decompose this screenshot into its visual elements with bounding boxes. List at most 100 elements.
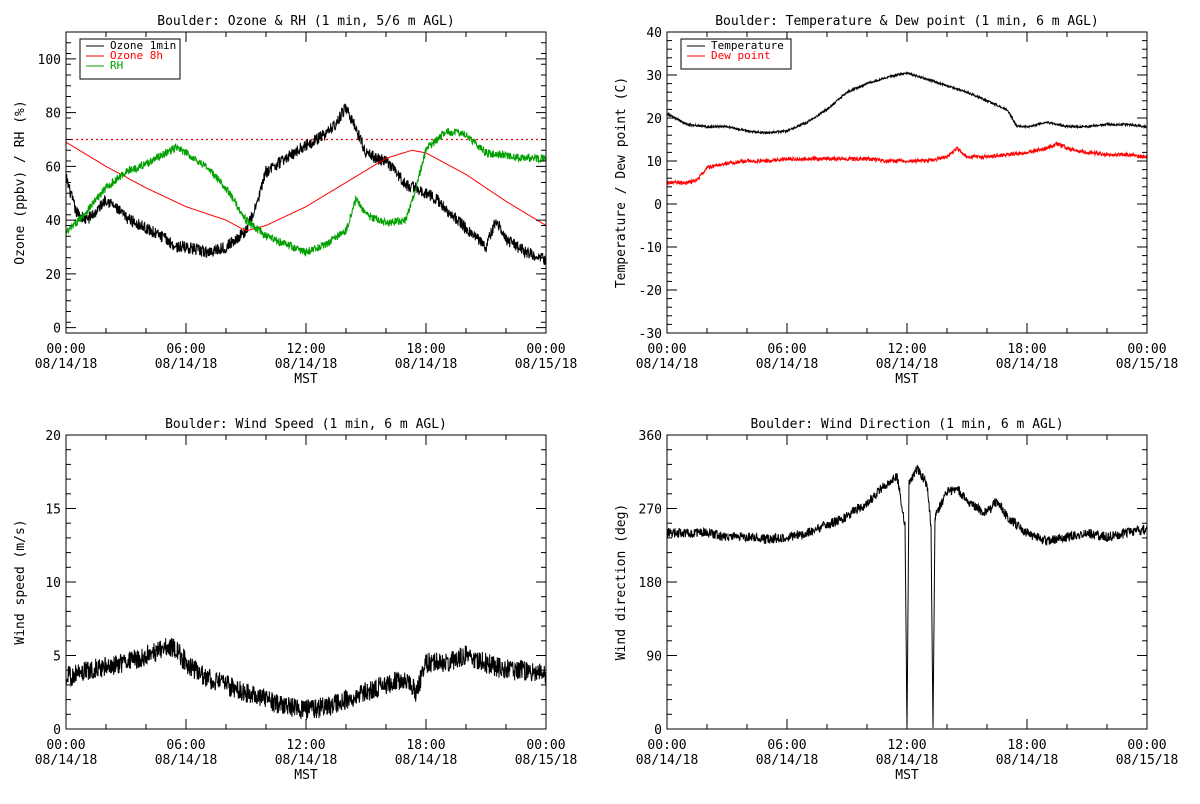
series-line-1 (66, 103, 546, 266)
x-tick-date-label: 08/14/18 (275, 753, 338, 768)
y-tick-label: 90 (646, 650, 662, 665)
chart-panel-3: Boulder: Wind Speed (1 min, 6 m AGL) 0 5 10… (13, 417, 577, 783)
legend-entry: Dew point (711, 49, 771, 62)
plot-frame (65, 434, 547, 730)
y-tick-label: -10 (639, 241, 662, 256)
plot-area (66, 103, 546, 266)
x-tick-time-label: 06:00 (166, 342, 205, 357)
chart-panel-2: Boulder: Temperature & Dew point (1 min,… (614, 14, 1178, 387)
x-tick-date-label: 08/14/18 (275, 357, 338, 372)
x-tick-time-label: 00:00 (647, 738, 686, 753)
x-tick-time-label: 18:00 (406, 738, 445, 753)
y-tick-label: 20 (45, 429, 61, 444)
chart-title: Boulder: Ozone & RH (1 min, 5/6 m AGL) (157, 14, 454, 29)
y-axis-label: Wind speed (m/s) (13, 519, 28, 644)
y-tick-label: 40 (646, 26, 662, 41)
chart-title: Boulder: Temperature & Dew point (1 min,… (715, 14, 1099, 29)
plot-area (667, 464, 1147, 729)
y-tick-label: 30 (646, 69, 662, 84)
x-tick-date-label: 08/15/18 (515, 357, 578, 372)
x-tick-time-label: 00:00 (1127, 342, 1166, 357)
x-axis-label: MST (294, 768, 318, 783)
y-axis-label: Temperature / Dew point (C) (614, 77, 629, 288)
x-tick-time-label: 18:00 (1007, 342, 1046, 357)
y-tick-label: 5 (53, 650, 61, 665)
x-tick-time-label: 12:00 (286, 342, 325, 357)
x-axis-label: MST (895, 768, 919, 783)
x-tick-date-label: 08/14/18 (636, 357, 699, 372)
series-line-3 (66, 127, 546, 257)
y-tick-label: 0 (53, 322, 61, 337)
chart-panel-1: Boulder: Ozone & RH (1 min, 5/6 m AGL) 0 2… (13, 14, 577, 387)
y-tick-label: 270 (639, 503, 662, 518)
y-tick-label: 15 (45, 503, 61, 518)
y-tick-label: 20 (45, 268, 61, 283)
x-tick-date-label: 08/14/18 (155, 753, 218, 768)
x-tick-date-label: 08/14/18 (876, 753, 939, 768)
plot-area (667, 71, 1147, 186)
legend-entry: Ozone 1min (110, 39, 176, 52)
x-tick-time-label: 00:00 (647, 342, 686, 357)
y-tick-label: 0 (53, 723, 61, 738)
x-tick-time-label: 18:00 (1007, 738, 1046, 753)
x-tick-date-label: 08/14/18 (996, 753, 1059, 768)
x-tick-time-label: 00:00 (46, 738, 85, 753)
series-line-2 (667, 141, 1147, 186)
x-tick-time-label: 12:00 (887, 342, 926, 357)
y-tick-label: 360 (639, 429, 662, 444)
x-axis-label: MST (294, 372, 318, 387)
chart-panel-4: Boulder: Wind Direction (1 min, 6 m AGL)… (614, 417, 1178, 783)
y-tick-label: -20 (639, 284, 662, 299)
legend-entry: RH (110, 59, 123, 72)
y-axis-label: Ozone (ppbv) / RH (%) (13, 100, 28, 264)
x-tick-time-label: 12:00 (887, 738, 926, 753)
x-tick-date-label: 08/14/18 (756, 753, 819, 768)
x-tick-time-label: 00:00 (526, 738, 565, 753)
series-line-2 (66, 141, 546, 232)
x-tick-time-label: 06:00 (767, 342, 806, 357)
y-tick-label: 100 (38, 53, 61, 68)
legend-entry: Temperature (711, 39, 784, 52)
series-line-1 (667, 464, 1147, 729)
x-tick-date-label: 08/14/18 (155, 357, 218, 372)
y-axis-label: Wind direction (deg) (614, 504, 629, 661)
y-tick-label: 60 (45, 160, 61, 175)
x-tick-time-label: 00:00 (526, 342, 565, 357)
y-tick-label: 180 (639, 576, 662, 591)
x-tick-date-label: 08/14/18 (996, 357, 1059, 372)
series-line-1 (667, 71, 1147, 135)
x-tick-date-label: 08/14/18 (756, 357, 819, 372)
x-tick-time-label: 06:00 (767, 738, 806, 753)
y-tick-label: 10 (646, 155, 662, 170)
x-tick-date-label: 08/15/18 (515, 753, 578, 768)
x-tick-time-label: 18:00 (406, 342, 445, 357)
plot-frame (666, 31, 1148, 334)
legend-entry: Ozone 8h (110, 49, 163, 62)
x-tick-date-label: 08/15/18 (1116, 357, 1179, 372)
x-axis-label: MST (895, 372, 919, 387)
y-tick-label: 0 (654, 723, 662, 738)
y-tick-label: 80 (45, 107, 61, 122)
chart-title: Boulder: Wind Speed (1 min, 6 m AGL) (165, 417, 447, 432)
legend-box (680, 38, 792, 70)
x-tick-date-label: 08/14/18 (636, 753, 699, 768)
y-tick-label: 20 (646, 112, 662, 127)
y-tick-label: 40 (45, 214, 61, 229)
x-tick-date-label: 08/14/18 (876, 357, 939, 372)
x-tick-date-label: 08/14/18 (395, 357, 458, 372)
x-tick-date-label: 08/14/18 (35, 357, 98, 372)
x-tick-date-label: 08/15/18 (1116, 753, 1179, 768)
x-tick-time-label: 12:00 (286, 738, 325, 753)
x-tick-date-label: 08/14/18 (35, 753, 98, 768)
series-line-1 (66, 637, 546, 720)
x-tick-time-label: 06:00 (166, 738, 205, 753)
x-tick-time-label: 00:00 (1127, 738, 1166, 753)
x-tick-date-label: 08/14/18 (395, 753, 458, 768)
y-tick-label: 0 (654, 198, 662, 213)
plot-area (66, 637, 546, 720)
y-tick-label: -30 (639, 327, 662, 342)
